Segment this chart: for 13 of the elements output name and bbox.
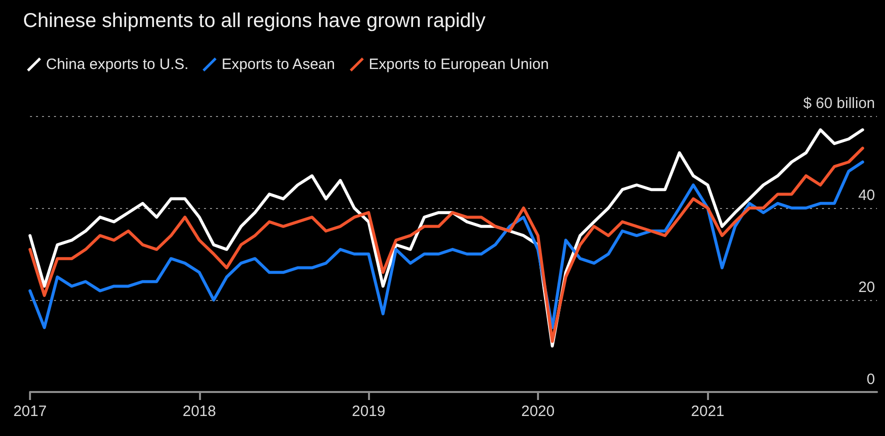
x-tick-label: 2018	[182, 403, 216, 420]
y-tick-label: 20	[858, 279, 875, 296]
legend-label: China exports to U.S.	[46, 56, 189, 73]
legend-label: Exports to European Union	[368, 56, 549, 73]
x-tick-label: 2020	[521, 403, 555, 420]
y-tick-label: 40	[858, 187, 875, 204]
x-tick-label: 2019	[352, 403, 386, 420]
y-tick-label: 0	[866, 371, 875, 388]
x-tick-label: 2021	[691, 403, 724, 420]
y-tick-label: $ 60 billion	[803, 95, 875, 112]
chart-title: Chinese shipments to all regions have grown rapidly	[23, 10, 486, 32]
x-tick-label: 2017	[13, 403, 47, 420]
legend-label: Exports to Asean	[222, 56, 335, 73]
